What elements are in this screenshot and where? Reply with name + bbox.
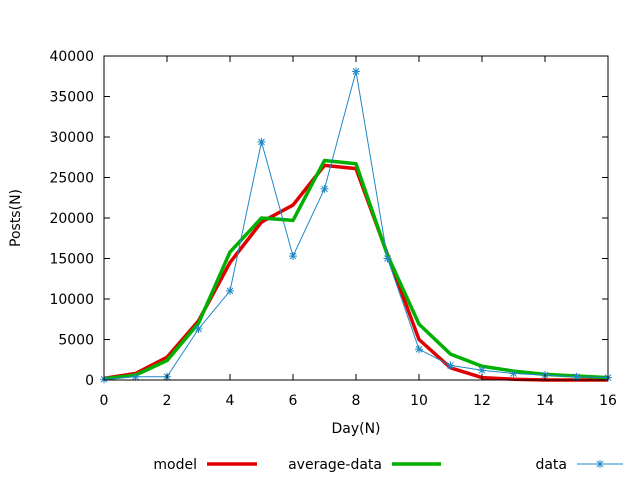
- data-point-data: [226, 286, 234, 295]
- legend-marker-data: [596, 460, 604, 468]
- data-point-data: [352, 67, 360, 76]
- y-tick-label: 40000: [49, 49, 94, 65]
- x-tick-label: 10: [410, 393, 428, 409]
- y-tick-label: 20000: [49, 211, 94, 227]
- data-point-data: [572, 372, 581, 381]
- y-axis-label: Posts(N): [8, 189, 24, 247]
- plot-frame: [103, 55, 609, 381]
- data-point-data: [478, 366, 486, 375]
- y-tick-label: 35000: [49, 90, 94, 106]
- legend-label-average-data: average-data: [288, 457, 382, 473]
- y-tick-label: 10000: [49, 292, 94, 308]
- x-tick-label: 8: [352, 393, 361, 409]
- x-tick-label: 0: [100, 393, 109, 409]
- x-tick-label: 4: [226, 393, 235, 409]
- axis-ticks: 0 2 4 6 8 10 12 14 16 0 5000 10000 15000 20000 25000 30…: [49, 49, 617, 409]
- legend: model average-data data: [153, 457, 623, 473]
- data-point-data: [320, 184, 329, 193]
- y-tick-label: 15000: [49, 252, 94, 268]
- data-point-data: [289, 252, 297, 261]
- data-point-data: [383, 254, 392, 263]
- x-tick-label: 2: [163, 393, 172, 409]
- data-point-data: [131, 372, 140, 381]
- y-tick-label: 30000: [49, 130, 94, 146]
- y-tick-label: 5000: [58, 333, 94, 349]
- x-tick-label: 16: [599, 393, 617, 409]
- legend-label-data: data: [535, 457, 567, 473]
- x-tick-label: 14: [536, 393, 554, 409]
- data-point-data: [257, 137, 266, 146]
- data-point-data: [509, 369, 518, 378]
- series-line-data: [103, 70, 609, 380]
- x-axis-label: Day(N): [331, 421, 380, 437]
- plot-marks: [100, 67, 612, 384]
- x-tick-label: 6: [289, 393, 298, 409]
- data-point-data: [446, 361, 455, 370]
- data-point-data: [415, 345, 423, 354]
- legend-label-model: model: [153, 457, 197, 473]
- y-tick-label: 25000: [49, 171, 94, 187]
- series-line-average-data: [103, 158, 609, 381]
- data-point-data: [194, 324, 203, 333]
- x-tick-label: 12: [473, 393, 491, 409]
- y-tick-label: 0: [85, 373, 94, 389]
